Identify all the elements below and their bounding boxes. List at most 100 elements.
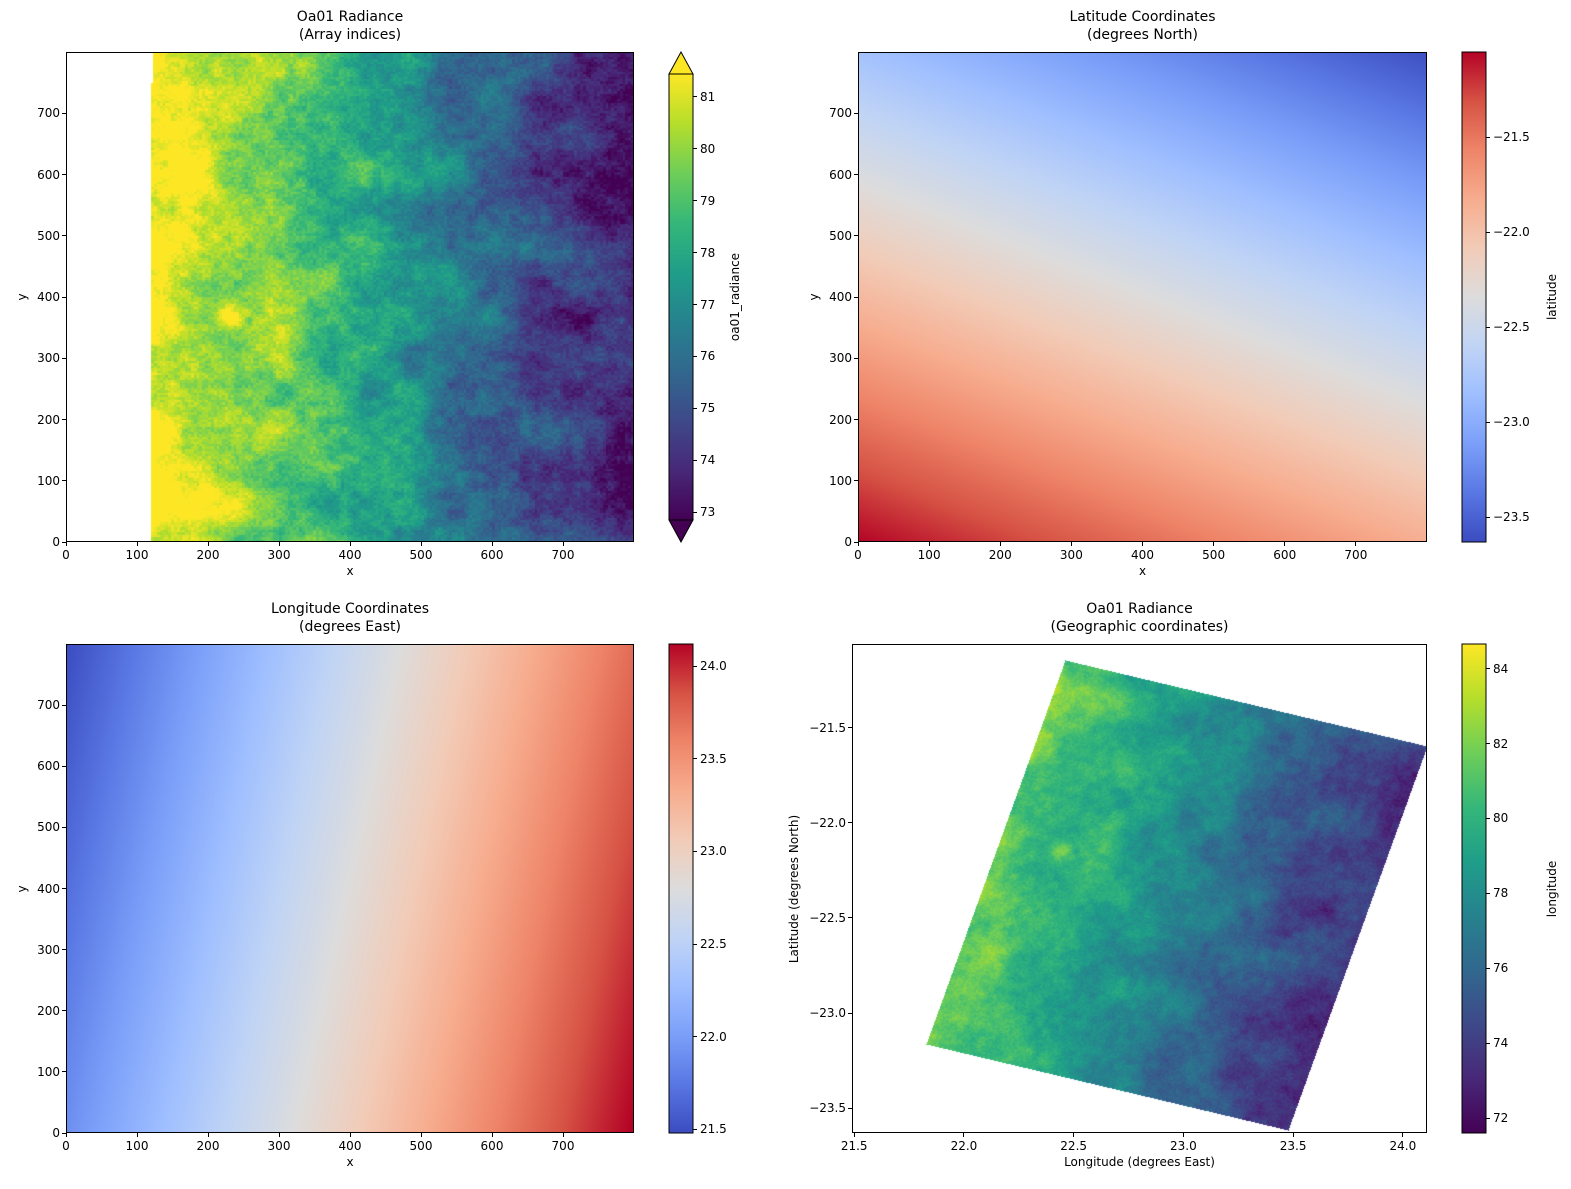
colorbar-tick-mark [1486, 516, 1490, 518]
x-tick-mark [963, 1133, 965, 1137]
x-axis-label: Longitude (degrees East) [1064, 1155, 1215, 1169]
x-tick-label: 21.5 [840, 1139, 868, 1153]
y-tick-label: 700 [37, 106, 60, 121]
x-tick-label: 500 [409, 548, 433, 562]
x-tick-mark [349, 542, 351, 546]
colorbar-tick-mark [693, 511, 697, 513]
colorbar [1461, 51, 1487, 543]
y-tick-mark [848, 917, 852, 919]
chart-title: Oa01 Radiance (Array indices) [297, 8, 403, 44]
colorbar-tick-mark [1486, 668, 1490, 670]
x-tick-mark [420, 542, 422, 546]
colorbar-tick-mark [693, 96, 697, 98]
y-tick-label: 700 [829, 106, 852, 121]
colorbar-tick-label: −23.5 [1493, 510, 1530, 525]
colorbar-tick-mark [693, 355, 697, 357]
y-tick-label: 100 [829, 473, 852, 488]
colorbar-gradient [1461, 51, 1487, 543]
colorbar-tick-label: 78 [700, 245, 716, 260]
colorbar-tick-mark [693, 1128, 697, 1130]
chart-title-line: Latitude Coordinates [1069, 9, 1216, 25]
x-tick-label: 600 [1273, 548, 1297, 562]
x-tick-mark [928, 542, 930, 546]
y-tick-label: 300 [37, 942, 60, 957]
colorbar-tick-label: 72 [1493, 1111, 1509, 1126]
x-tick-mark [1073, 1133, 1075, 1137]
x-tick-mark [1355, 542, 1357, 546]
colorbar-tick-label: 24.0 [700, 659, 727, 674]
y-tick-label: 200 [37, 412, 60, 427]
y-tick-mark [62, 357, 66, 359]
colorbar-tick-label: 80 [1493, 811, 1509, 826]
colorbar-tick-mark [693, 758, 697, 760]
y-tick-label: 400 [829, 290, 852, 304]
chart-title: Latitude Coordinates (degrees North) [1069, 8, 1215, 44]
colorbar-tick-mark [1486, 421, 1490, 423]
y-tick-label: 300 [37, 351, 60, 366]
x-tick-label: 23.0 [1170, 1139, 1197, 1153]
y-tick-label: 400 [37, 881, 60, 896]
colorbar-tick-mark [693, 407, 697, 409]
colorbar [668, 51, 694, 543]
y-tick-mark [848, 727, 852, 729]
x-tick-label: 400 [1131, 548, 1154, 562]
y-tick-mark [854, 357, 858, 359]
x-axis-label: x [346, 564, 354, 578]
y-tick-mark [62, 296, 66, 298]
y-tick-label: 0 [52, 1126, 60, 1140]
heatmap-image [852, 644, 1427, 1133]
colorbar-tick-label: 75 [700, 401, 716, 416]
y-axis-label: Latitude (degrees North) [787, 814, 801, 963]
y-tick-label: −23.5 [809, 1101, 846, 1116]
x-tick-label: 700 [1344, 548, 1368, 562]
x-tick-label: 100 [125, 1139, 149, 1153]
x-tick-mark [349, 1133, 351, 1137]
y-tick-label: 700 [37, 698, 60, 713]
colorbar-tick-label: 23.5 [700, 751, 727, 766]
colorbar-tick-mark [1486, 892, 1490, 894]
colorbar-tick-label: 84 [1493, 661, 1509, 676]
colorbar-tick-label: 22.0 [700, 1029, 727, 1044]
x-tick-label: 700 [551, 1139, 575, 1153]
chart-title: Longitude Coordinates (degrees East) [271, 600, 429, 636]
x-tick-mark [65, 542, 67, 546]
x-tick-mark [1284, 542, 1286, 546]
y-tick-mark [62, 704, 66, 706]
y-tick-mark [848, 822, 852, 824]
colorbar-tick-label: 82 [1493, 736, 1509, 751]
colorbar-tick-mark [693, 304, 697, 306]
x-tick-label: 100 [917, 548, 941, 562]
y-tick-mark [854, 112, 858, 114]
x-tick-mark [207, 542, 209, 546]
chart-title-line: Oa01 Radiance [1086, 601, 1193, 617]
chart-title: Oa01 Radiance (Geographic coordinates) [1051, 600, 1229, 636]
y-tick-label: −22.0 [809, 815, 846, 830]
x-tick-mark [420, 1133, 422, 1137]
chart-title-line: Longitude Coordinates [270, 601, 430, 617]
colorbar-tick-label: 76 [700, 349, 716, 364]
colorbar-tick-mark [693, 252, 697, 254]
chart-subtitle-line: (degrees East) [299, 619, 401, 635]
y-tick-label: 500 [37, 228, 60, 243]
y-tick-mark [854, 480, 858, 482]
colorbar-tick-mark [693, 665, 697, 667]
colorbar-tick-label: 74 [1493, 1036, 1509, 1051]
y-tick-mark [62, 765, 66, 767]
colorbar-tick-label: 77 [700, 297, 716, 312]
y-tick-label: −23.0 [809, 1006, 846, 1021]
x-tick-label: 600 [480, 548, 504, 562]
colorbar-tick-mark [1486, 1117, 1490, 1119]
y-tick-mark [854, 419, 858, 420]
x-tick-label: 22.5 [1060, 1139, 1088, 1153]
y-tick-label: 200 [37, 1003, 60, 1018]
colorbar-tick-label: −22.5 [1493, 320, 1530, 335]
colorbar-tick-mark [1486, 817, 1490, 819]
x-tick-label: 400 [338, 1139, 362, 1153]
x-tick-label: 300 [1059, 548, 1083, 562]
heatmap-image [858, 52, 1427, 542]
x-tick-mark [491, 1133, 493, 1137]
y-tick-mark [854, 296, 858, 298]
x-tick-mark [136, 542, 138, 546]
y-tick-label: 500 [37, 820, 60, 835]
x-tick-label: 0 [854, 548, 862, 562]
